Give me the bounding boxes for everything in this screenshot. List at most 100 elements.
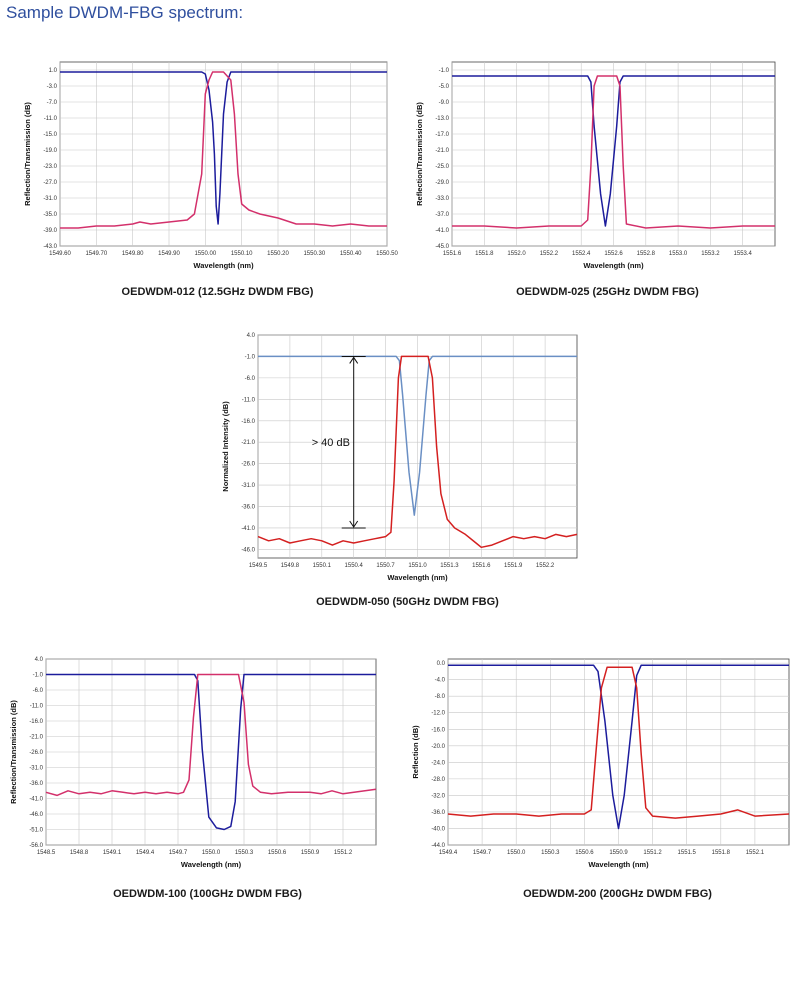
y-tick-label: -21.0 bbox=[435, 148, 449, 154]
chart-oedwdm-050: 4.0 -1.0 -6.0 -11.0 -16.0 -21.0 -26.0 -31.0 -36.… bbox=[221, 333, 578, 582]
y-tick-label: -11.0 bbox=[44, 116, 58, 122]
y-tick-label: -25.0 bbox=[435, 164, 449, 170]
y-tick-label: -24.0 bbox=[431, 760, 445, 766]
x-tick-label: 1550.6 bbox=[268, 850, 287, 856]
y-tick-label: -44.0 bbox=[431, 843, 445, 849]
y-tick-label: -33.0 bbox=[435, 196, 449, 202]
y-tick-label: -26.0 bbox=[241, 462, 255, 468]
x-tick-label: 1551.3 bbox=[440, 563, 459, 569]
annotation-arrow-head-up bbox=[349, 356, 359, 364]
x-tick-label: 1553.2 bbox=[701, 251, 720, 257]
series-line-2 bbox=[60, 71, 387, 229]
chart-caption-oedwdm-100: OEDWDM-100 (100GHz DWDM FBG) bbox=[113, 888, 302, 900]
series-line-1 bbox=[258, 355, 577, 516]
x-tick-label: 1550.3 bbox=[541, 850, 560, 856]
y-tick-label: -36.0 bbox=[431, 810, 445, 816]
x-tick-label: 1548.5 bbox=[37, 850, 56, 856]
series-line-2 bbox=[257, 355, 578, 549]
x-tick-label: 1549.80 bbox=[122, 251, 144, 257]
series-line-1 bbox=[448, 664, 789, 830]
x-tick-label: 1550.10 bbox=[231, 251, 253, 257]
y-tick-label: -26.0 bbox=[29, 750, 43, 756]
chart-oedwdm-200: 0.0 -4.0 -8.0 -12.0 -16.0 -20.0 -24.0 -28.0 -32.… bbox=[411, 658, 790, 869]
x-tick-label: 1550.9 bbox=[609, 850, 628, 856]
y-tick-label: -40.0 bbox=[431, 826, 445, 832]
x-tick-label: 1551.5 bbox=[678, 850, 697, 856]
x-tick-label: 1550.0 bbox=[202, 850, 221, 856]
x-tick-label: 1549.5 bbox=[249, 563, 268, 569]
x-tick-label: 1552.2 bbox=[536, 563, 555, 569]
x-tick-label: 1550.50 bbox=[376, 251, 398, 257]
y-tick-label: -1.0 bbox=[33, 673, 44, 679]
y-tick-label: -46.0 bbox=[29, 812, 43, 818]
chart-caption-oedwdm-025: OEDWDM-025 (25GHz DWDM FBG) bbox=[516, 286, 699, 298]
y-tick-label: 0.0 bbox=[437, 661, 446, 667]
x-tick-label: 1551.8 bbox=[712, 850, 731, 856]
y-tick-label: -41.0 bbox=[29, 797, 43, 803]
y-tick-label: -15.0 bbox=[43, 132, 57, 138]
y-tick-label: -32.0 bbox=[431, 793, 445, 799]
chart-oedwdm-100: 4.0 -1.0 -6.0 -11.0 -16.0 -21.0 -26.0 -31.0 -36.… bbox=[9, 657, 377, 869]
y-tick-label: -46.0 bbox=[241, 547, 255, 553]
y-tick-label: -37.0 bbox=[435, 212, 449, 218]
y-tick-label: -35.0 bbox=[43, 212, 57, 218]
y-axis-label: Normalized Intensity (dB) bbox=[221, 401, 230, 492]
x-tick-label: 1550.3 bbox=[235, 850, 254, 856]
x-tick-label: 1552.0 bbox=[507, 251, 526, 257]
annotation-arrow-head-down bbox=[349, 520, 359, 528]
y-tick-label: -12.0 bbox=[431, 711, 445, 717]
x-tick-label: 1553.0 bbox=[669, 251, 688, 257]
y-tick-label: -13.0 bbox=[435, 116, 449, 122]
x-axis-label: Wavelength (nm) bbox=[588, 860, 649, 869]
x-tick-label: 1552.4 bbox=[572, 251, 591, 257]
x-axis-label: Wavelength (nm) bbox=[387, 573, 448, 582]
x-tick-label: 1550.1 bbox=[313, 563, 332, 569]
x-tick-label: 1550.9 bbox=[301, 850, 320, 856]
x-tick-label: 1549.8 bbox=[281, 563, 300, 569]
y-tick-label: -36.0 bbox=[29, 781, 43, 787]
y-tick-label: -31.0 bbox=[43, 196, 57, 202]
y-axis-label: Reflection/Transmission (dB) bbox=[415, 102, 424, 206]
y-tick-label: -29.0 bbox=[435, 180, 449, 186]
x-tick-label: 1553.4 bbox=[734, 251, 753, 257]
y-tick-label: 4.0 bbox=[35, 657, 44, 663]
x-tick-label: 1548.8 bbox=[70, 850, 89, 856]
x-axis-label: Wavelength (nm) bbox=[181, 860, 242, 869]
y-tick-label: -16.0 bbox=[241, 419, 255, 425]
y-tick-label: -51.0 bbox=[29, 828, 43, 834]
y-tick-label: -23.0 bbox=[43, 164, 57, 170]
y-axis-label: Reflection/Transmission (dB) bbox=[9, 700, 18, 804]
chart-oedwdm-012: 1.0 -3.0 -7.0 -11.0 -15.0 -19.0 -23.0 -27.0 -31.… bbox=[23, 61, 399, 270]
y-tick-label: -11.0 bbox=[30, 704, 44, 710]
chart-caption-oedwdm-050: OEDWDM-050 (50GHz DWDM FBG) bbox=[316, 596, 499, 608]
y-tick-label: -17.0 bbox=[435, 132, 449, 138]
x-tick-label: 1551.8 bbox=[475, 251, 494, 257]
x-tick-label: 1551.0 bbox=[408, 563, 427, 569]
series-line-1 bbox=[60, 71, 387, 225]
y-tick-label: -41.0 bbox=[435, 228, 449, 234]
x-tick-label: 1550.0 bbox=[507, 850, 526, 856]
y-tick-label: -21.0 bbox=[241, 440, 255, 446]
series-line-2 bbox=[45, 673, 377, 797]
x-tick-label: 1550.30 bbox=[303, 251, 325, 257]
x-axis-label: Wavelength (nm) bbox=[583, 261, 644, 270]
x-tick-label: 1550.00 bbox=[194, 251, 216, 257]
x-tick-label: 1549.1 bbox=[103, 850, 122, 856]
y-tick-label: -20.0 bbox=[431, 744, 445, 750]
x-tick-label: 1550.20 bbox=[267, 251, 289, 257]
y-tick-label: -6.0 bbox=[33, 688, 44, 694]
x-tick-label: 1551.6 bbox=[443, 251, 462, 257]
x-tick-label: 1550.40 bbox=[340, 251, 362, 257]
x-tick-label: 1549.4 bbox=[136, 850, 155, 856]
y-tick-label: -16.0 bbox=[29, 719, 43, 725]
x-tick-label: 1551.2 bbox=[334, 850, 353, 856]
x-tick-label: 1552.1 bbox=[746, 850, 765, 856]
x-tick-label: 1549.60 bbox=[49, 251, 71, 257]
series-line-2 bbox=[447, 666, 790, 819]
x-axis-label: Wavelength (nm) bbox=[193, 261, 254, 270]
y-tick-label: -7.0 bbox=[47, 100, 58, 106]
page-title: Sample DWDM-FBG spectrum: bbox=[6, 3, 244, 22]
x-tick-label: 1549.7 bbox=[473, 850, 492, 856]
plot-area bbox=[59, 61, 388, 247]
x-tick-label: 1550.7 bbox=[376, 563, 395, 569]
